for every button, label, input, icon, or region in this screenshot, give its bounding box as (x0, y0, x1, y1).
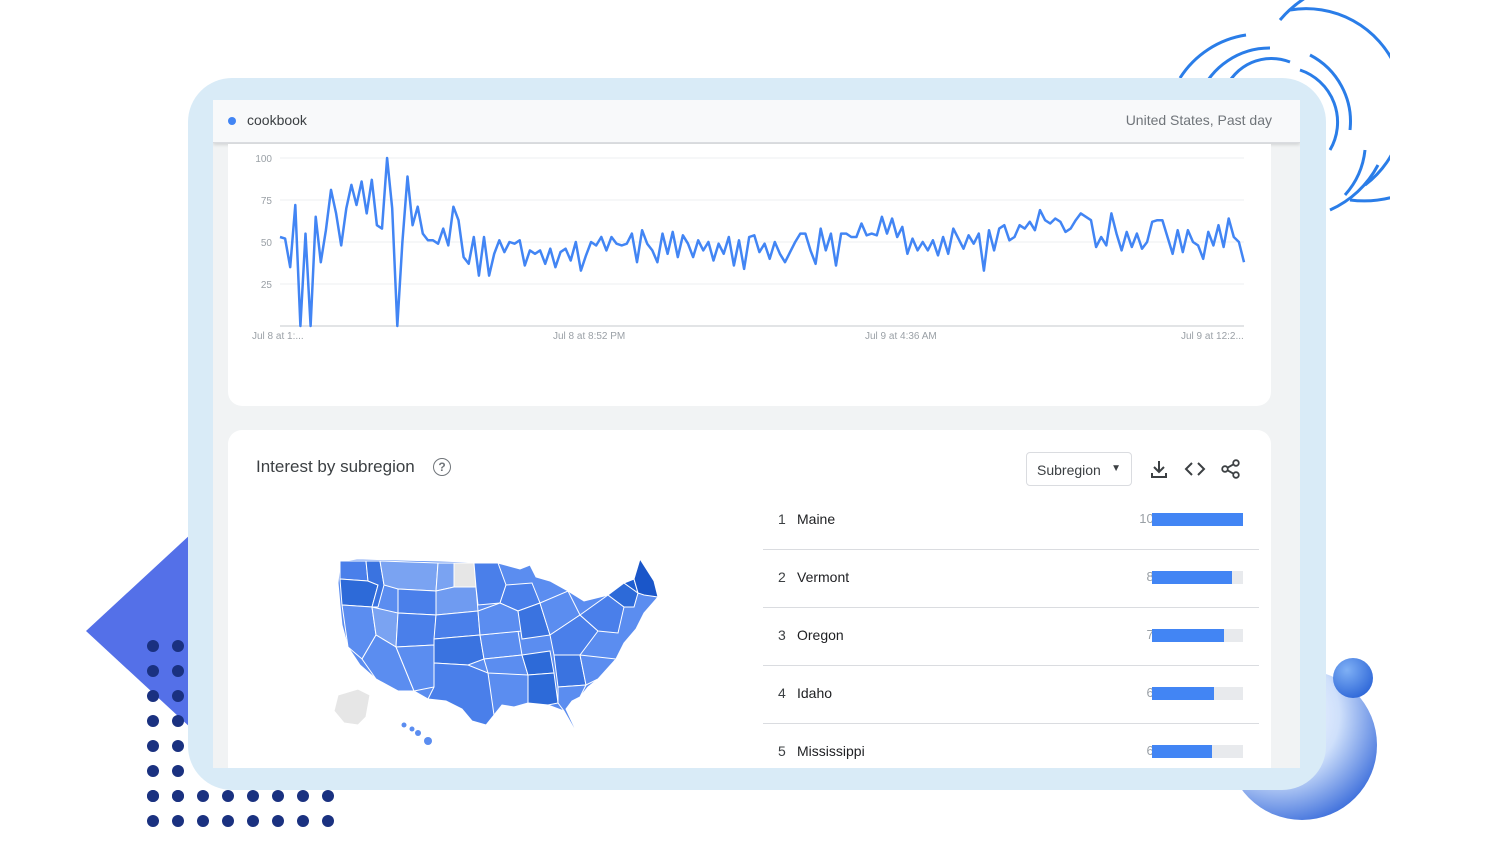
interest-bar (1152, 629, 1243, 642)
interest-bar-fill (1152, 745, 1213, 758)
y-tick-label: 25 (261, 280, 273, 291)
subregion-name: Idaho (797, 685, 833, 701)
x-tick-label: Jul 8 at 8:52 PM (553, 331, 625, 342)
ranking-row[interactable]: 4 Idaho 68 (763, 666, 1259, 724)
series-line-cookbook (279, 156, 1246, 328)
rank-number: 5 (778, 743, 786, 759)
region-timeframe-label: United States, Past day (1125, 112, 1272, 128)
rank-number: 2 (778, 569, 786, 585)
rank-number: 1 (778, 511, 786, 527)
x-tick-label: Jul 9 at 4:36 AM (865, 331, 937, 342)
interest-by-subregion-card: Interest by subregion ? Subregion ▼ (228, 430, 1271, 768)
y-tick-label: 75 (261, 196, 273, 207)
subregion-name: Maine (797, 511, 836, 527)
x-tick-label: Jul 9 at 12:2... (1181, 331, 1244, 342)
embed-icon[interactable] (1184, 458, 1206, 480)
subregion-name: Oregon (797, 627, 844, 643)
decorative-triangle (86, 533, 192, 729)
ranking-row[interactable]: 5 Mississippi 66 (763, 724, 1259, 768)
interest-bar (1152, 571, 1243, 584)
decorative-dot-grid (147, 640, 334, 827)
decorative-circle-arcs (1178, 0, 1390, 212)
interest-bar-fill (1152, 687, 1214, 700)
select-value: Subregion (1037, 462, 1101, 478)
interest-bar (1152, 745, 1243, 758)
trends-screen: cookbook United States, Past day 100 75 50… (213, 100, 1300, 768)
y-tick-label: 50 (261, 238, 273, 249)
ranking-row[interactable]: 1 Maine 100 (763, 492, 1259, 550)
resolution-select[interactable]: Subregion ▼ (1026, 452, 1132, 486)
dropdown-caret-icon: ▼ (1111, 463, 1121, 474)
interest-bar-fill (1152, 571, 1233, 584)
interest-over-time-card: 100 75 50 25 Jul 8 at 1:... Jul 8 at 8:52 PM J… (228, 144, 1271, 406)
section-title: Interest by subregion (256, 457, 415, 476)
interest-bar-fill (1152, 629, 1224, 642)
y-tick-label: 100 (255, 154, 272, 165)
interest-bar (1152, 687, 1243, 700)
interest-over-time-chart[interactable]: 100 75 50 25 Jul 8 at 1:... Jul 8 at 8:52 PM J… (228, 144, 1271, 384)
interest-bar (1152, 513, 1243, 526)
series-color-dot (228, 117, 236, 125)
ranking-row[interactable]: 3 Oregon 79 (763, 608, 1259, 666)
interest-bar-fill (1152, 513, 1243, 526)
subregion-name: Mississippi (797, 743, 865, 759)
subregion-ranking-list: 1 Maine 100 2 Vermont 88 3 Oregon 79 4 I… (763, 492, 1259, 768)
us-subregion-map[interactable] (318, 555, 658, 755)
ranking-row[interactable]: 2 Vermont 88 (763, 550, 1259, 608)
series-header: cookbook United States, Past day (213, 100, 1300, 143)
help-icon[interactable]: ? (433, 458, 451, 476)
rank-number: 3 (778, 627, 786, 643)
share-icon[interactable] (1220, 458, 1242, 480)
rank-number: 4 (778, 685, 786, 701)
search-term-label: cookbook (247, 112, 307, 128)
x-tick-label: Jul 8 at 1:... (252, 331, 304, 342)
subregion-name: Vermont (797, 569, 850, 585)
download-icon[interactable] (1148, 458, 1170, 480)
